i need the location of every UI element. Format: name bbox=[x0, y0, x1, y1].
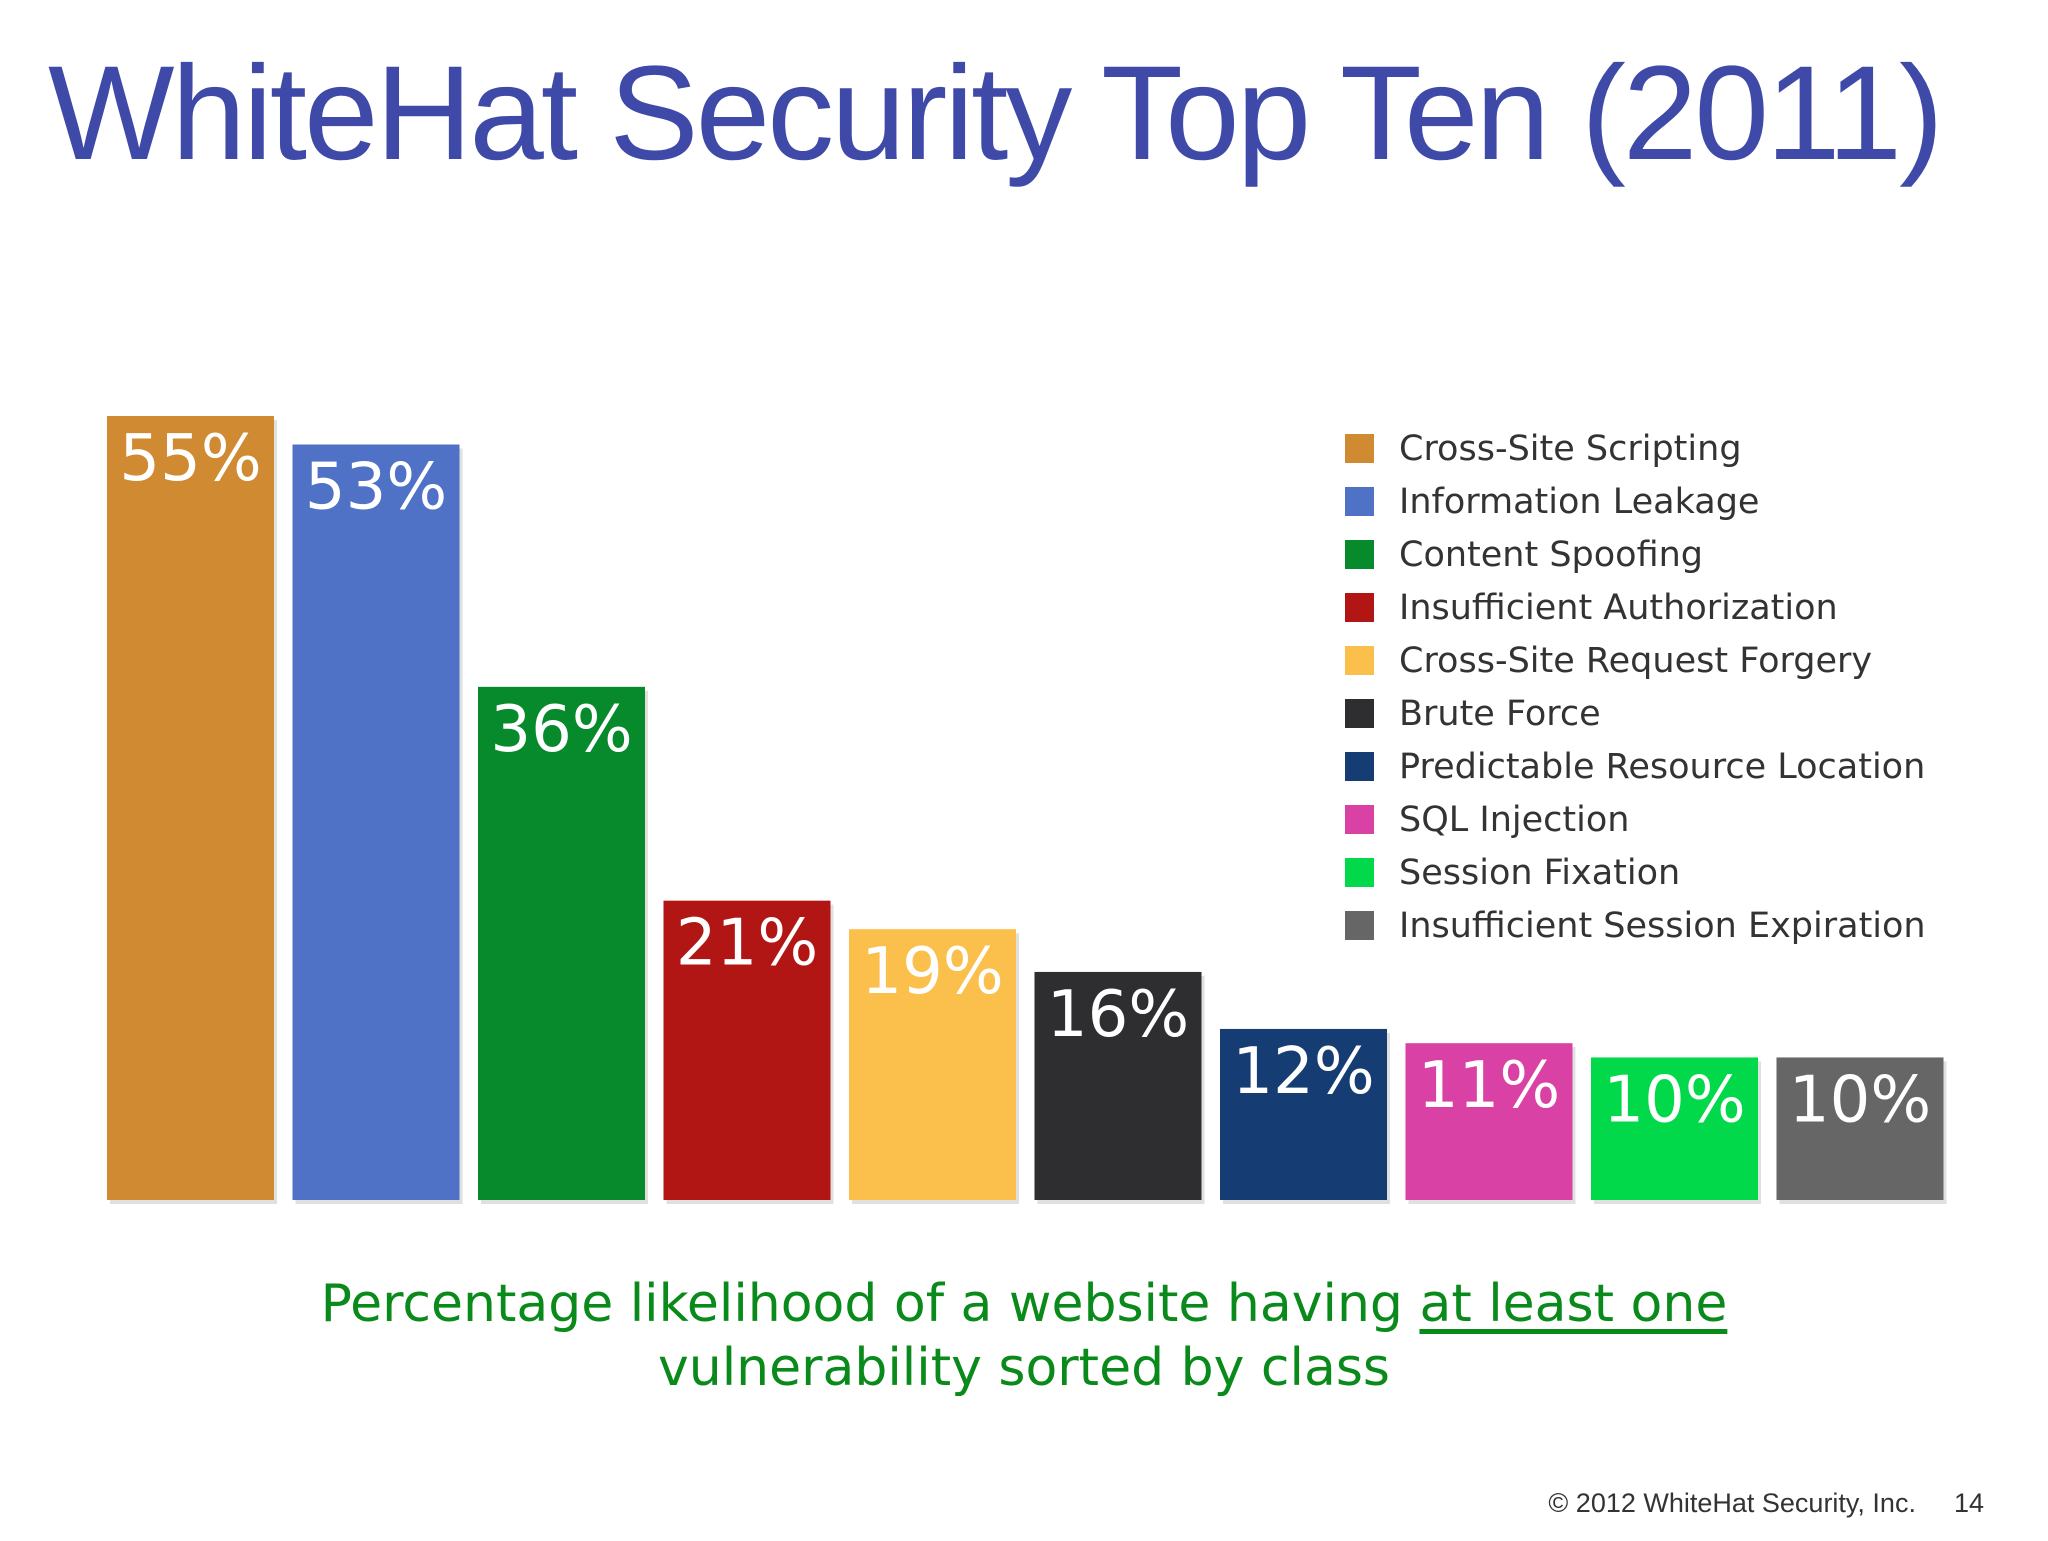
bar-6 bbox=[1034, 971, 1202, 1200]
slide-title: WhiteHat Security Top Ten (2011) bbox=[48, 39, 1944, 188]
legend-label: Cross-Site Scripting bbox=[1399, 428, 1742, 469]
chart-legend: Cross-Site Scripting Information Leakage C… bbox=[1345, 422, 1926, 952]
bar-8 bbox=[1405, 1043, 1573, 1200]
bar-7 bbox=[1220, 1028, 1387, 1200]
caption-line-1: Percentage likelihood of a website havin… bbox=[0, 1272, 2048, 1336]
bar-value-label-4: 21% bbox=[676, 907, 818, 981]
bar-3 bbox=[478, 686, 645, 1200]
legend-label: Session Fixation bbox=[1399, 852, 1681, 893]
legend-swatch bbox=[1345, 540, 1374, 569]
legend-swatch bbox=[1345, 858, 1374, 887]
legend-swatch bbox=[1345, 805, 1374, 834]
chart-caption: Percentage likelihood of a website havin… bbox=[0, 1272, 2048, 1400]
caption-line-2: vulnerability sorted by class bbox=[657, 1338, 1390, 1398]
legend-swatch bbox=[1345, 487, 1374, 516]
legend-label: SQL Injection bbox=[1399, 799, 1630, 840]
bar-value-label-3: 36% bbox=[490, 693, 632, 767]
legend-label: Insufficient Authorization bbox=[1399, 587, 1838, 628]
legend-item: Session Fixation bbox=[1345, 846, 1926, 899]
legend-label: Predictable Resource Location bbox=[1399, 746, 1926, 787]
bar-value-label-5: 19% bbox=[861, 935, 1003, 1009]
legend-item: Insufficient Authorization bbox=[1345, 581, 1926, 634]
legend-item: Insufficient Session Expiration bbox=[1345, 899, 1926, 952]
slide-footer: © 2012 WhiteHat Security, Inc. 14 bbox=[1548, 1488, 1984, 1519]
bar-value-label-1: 55% bbox=[119, 422, 261, 496]
legend-item: Predictable Resource Location bbox=[1345, 740, 1926, 793]
legend-label: Brute Force bbox=[1399, 693, 1601, 734]
legend-label: Information Leakage bbox=[1399, 481, 1760, 522]
bar-value-label-10: 10% bbox=[1789, 1063, 1931, 1137]
legend-item: Brute Force bbox=[1345, 687, 1926, 740]
legend-item: SQL Injection bbox=[1345, 793, 1926, 846]
caption-prefix: Percentage likelihood of a website havin… bbox=[320, 1274, 1420, 1334]
bar-2 bbox=[292, 444, 460, 1200]
legend-item: Content Spoofing bbox=[1345, 528, 1926, 581]
caption-emphasis: at least one bbox=[1419, 1274, 1728, 1334]
bar-value-label-2: 53% bbox=[305, 451, 447, 525]
legend-label: Content Spoofing bbox=[1399, 534, 1704, 575]
legend-label: Cross-Site Request Forgery bbox=[1399, 640, 1873, 681]
legend-item: Cross-Site Request Forgery bbox=[1345, 634, 1926, 687]
bar-10 bbox=[1776, 1057, 1944, 1200]
legend-item: Cross-Site Scripting bbox=[1345, 422, 1926, 475]
legend-swatch bbox=[1345, 646, 1374, 675]
bar-value-label-9: 10% bbox=[1603, 1063, 1745, 1137]
bar-1 bbox=[107, 416, 274, 1200]
legend-swatch bbox=[1345, 752, 1374, 781]
bar-9 bbox=[1591, 1057, 1758, 1200]
legend-swatch bbox=[1345, 911, 1374, 940]
legend-swatch bbox=[1345, 593, 1374, 622]
legend-label: Insufficient Session Expiration bbox=[1399, 905, 1926, 946]
copyright-text: © 2012 WhiteHat Security, Inc. bbox=[1548, 1488, 1916, 1518]
legend-swatch bbox=[1345, 699, 1374, 728]
legend-swatch bbox=[1345, 434, 1374, 463]
bar-4 bbox=[663, 900, 831, 1200]
bar-5 bbox=[849, 929, 1016, 1200]
legend-item: Information Leakage bbox=[1345, 475, 1926, 528]
page-number: 14 bbox=[1953, 1488, 1984, 1518]
bar-value-label-7: 12% bbox=[1232, 1035, 1374, 1109]
bar-value-label-6: 16% bbox=[1047, 978, 1189, 1052]
bar-value-label-8: 11% bbox=[1418, 1049, 1560, 1123]
